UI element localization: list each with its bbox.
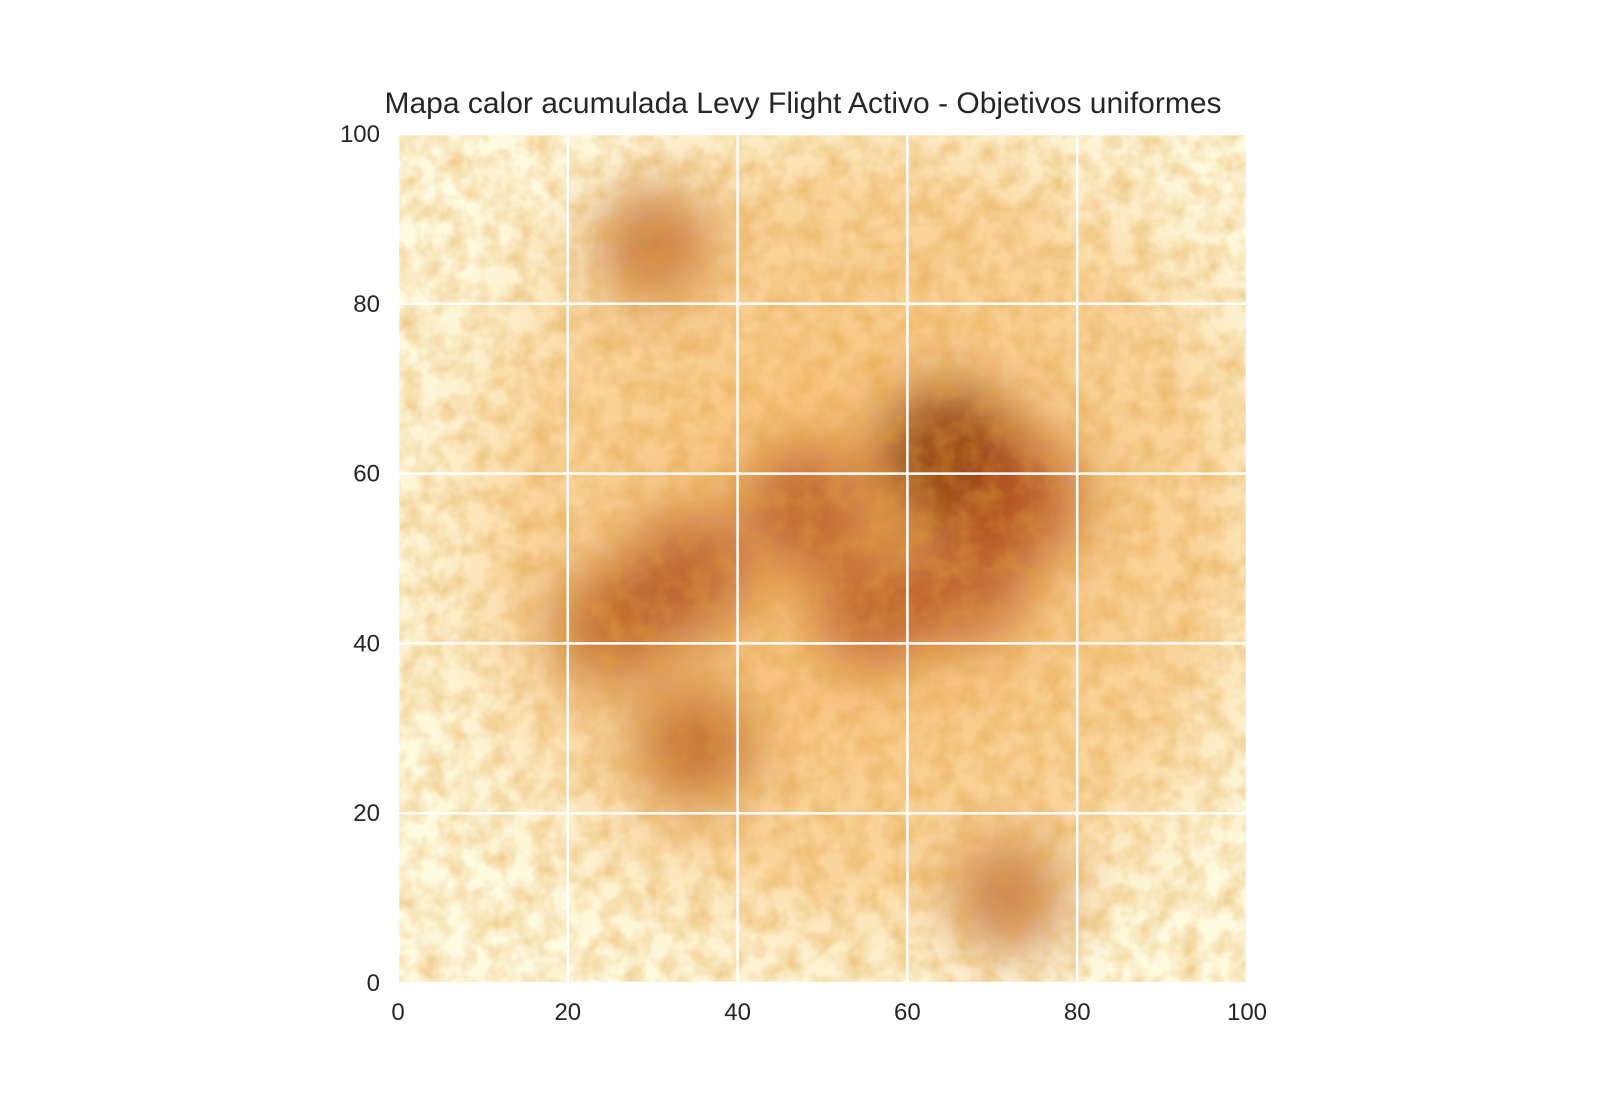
x-tick-label: 60 bbox=[894, 999, 921, 1026]
x-tick-label: 40 bbox=[724, 999, 751, 1026]
x-tick-label: 100 bbox=[1227, 999, 1267, 1026]
y-tick-label: 60 bbox=[353, 461, 380, 488]
plot-area bbox=[398, 134, 1247, 983]
x-axis-ticks: 0 20 40 60 80 100 bbox=[391, 999, 1267, 1026]
y-tick-label: 100 bbox=[340, 121, 380, 148]
x-tick-label: 0 bbox=[391, 999, 404, 1026]
heatmap-texture bbox=[398, 134, 1247, 983]
y-axis-ticks: 0 20 40 60 80 100 bbox=[340, 121, 380, 997]
y-tick-label: 20 bbox=[353, 800, 380, 827]
y-tick-label: 40 bbox=[353, 630, 380, 657]
grid-lines bbox=[396, 132, 1249, 985]
y-tick-label: 0 bbox=[367, 970, 380, 997]
x-tick-label: 20 bbox=[554, 999, 581, 1026]
chart-title: Mapa calor acumulada Levy Flight Activo … bbox=[384, 87, 1221, 120]
y-tick-label: 80 bbox=[353, 291, 380, 318]
x-tick-label: 80 bbox=[1064, 999, 1091, 1026]
